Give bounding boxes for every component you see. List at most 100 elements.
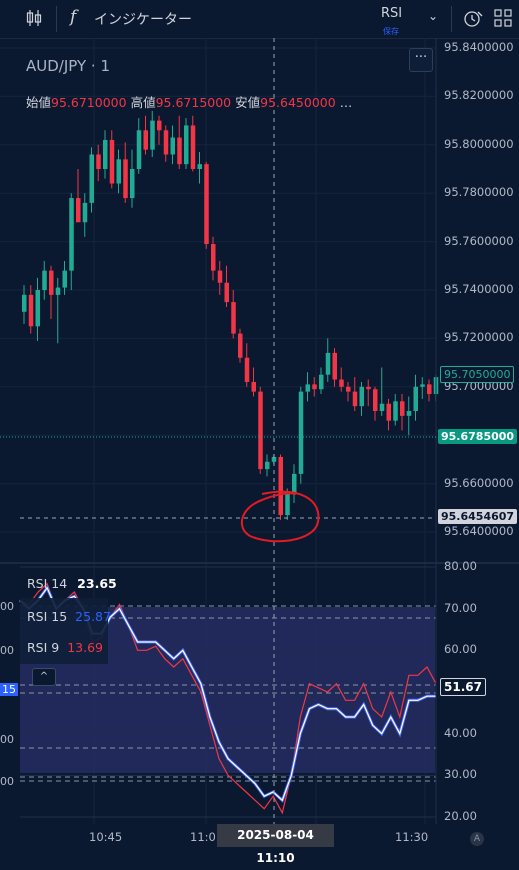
- candle: [96, 144, 101, 182]
- open-label: 始値: [26, 95, 52, 110]
- indicator-template-name[interactable]: RSI: [381, 6, 403, 21]
- candle: [406, 396, 412, 436]
- left-axis-fragment: 00: [0, 775, 14, 788]
- rsi-tick-label: 80.00: [444, 559, 477, 573]
- rsi-tick-label: 20.00: [444, 809, 477, 823]
- candle: [217, 260, 223, 295]
- candle: [346, 381, 351, 402]
- rsi9-legend[interactable]: RSI 9 13.69: [27, 640, 103, 655]
- candle: [28, 285, 34, 334]
- left-axis-fragment: 00: [0, 600, 14, 613]
- candle: [123, 142, 128, 203]
- time-label: 10:45: [89, 830, 123, 844]
- candle: [170, 125, 175, 165]
- price-badge-crosshair: 95.6454607: [438, 509, 518, 524]
- candle: [35, 277, 40, 341]
- candle: [224, 265, 229, 307]
- rsi-badge: 51.67: [440, 678, 486, 696]
- rsi15-legend[interactable]: RSI 15 25.87: [27, 609, 111, 624]
- time-label: 11:30: [395, 830, 429, 844]
- candle: [197, 152, 202, 184]
- price-tick-label: 95.7800000: [444, 185, 514, 200]
- candle: [204, 161, 209, 249]
- candle: [244, 343, 250, 387]
- candle: [251, 367, 256, 397]
- candle: [150, 110, 155, 157]
- price-tick-label: 95.7200000: [444, 330, 514, 345]
- auto-scale-button[interactable]: A: [470, 832, 484, 846]
- crosshair-time-label: 2025-08-04 11:10: [217, 824, 334, 865]
- candle: [359, 381, 364, 416]
- candle: [386, 398, 391, 431]
- more-options-button[interactable]: ···: [409, 48, 433, 72]
- candle: [190, 115, 196, 172]
- rsi-tick-label: 40.00: [444, 725, 477, 740]
- price-tick-label: 95.7600000: [444, 233, 514, 248]
- rsi9-label: RSI 9: [27, 640, 60, 655]
- rsi15-value: 25.87: [75, 609, 111, 624]
- candle: [238, 328, 243, 363]
- price-badge-last: 95.6785000: [438, 429, 518, 444]
- price-tick-label: 95.8400000: [444, 40, 514, 54]
- candle: [292, 464, 297, 503]
- candle: [366, 379, 371, 407]
- rsi-tick-label: 70.00: [444, 600, 477, 615]
- rsi14-label: RSI 14: [27, 576, 68, 591]
- price-tick-label: 95.8200000: [444, 88, 514, 103]
- candle: [339, 367, 344, 392]
- candle: [427, 379, 432, 402]
- open-value: 95.6710000: [51, 95, 127, 110]
- candle: [116, 149, 121, 194]
- candle: [312, 377, 317, 397]
- candle-series: [22, 110, 439, 520]
- candle: [379, 367, 385, 416]
- candle: [22, 285, 27, 324]
- candlestick-chart-icon[interactable]: [24, 8, 44, 28]
- candle: [231, 290, 236, 339]
- collapse-legend-button[interactable]: ^: [32, 668, 56, 686]
- left-axis-fragment: 00: [0, 644, 14, 657]
- top-toolbar: f インジケーター RSI 保存 ⌄: [0, 0, 519, 39]
- candle: [69, 193, 74, 290]
- ohlc-legend: 始値95.6710000 高値95.6715000 安値95.6450000 …: [26, 92, 352, 111]
- alert-clock-icon[interactable]: [462, 8, 484, 30]
- candle: [143, 115, 148, 155]
- high-value: 95.6715000: [155, 95, 232, 110]
- toolbar-divider: [56, 6, 57, 32]
- candle: [82, 193, 88, 237]
- rsi9-value: 13.69: [67, 640, 104, 655]
- rsi14-legend[interactable]: RSI 14 23.65: [27, 576, 117, 591]
- left-axis-fragment: 00: [0, 733, 14, 746]
- candle: [413, 374, 418, 421]
- legend-ellipsis: …: [339, 95, 353, 110]
- price-tick-label: 95.8000000: [444, 136, 514, 151]
- candle: [278, 454, 283, 520]
- candle: [130, 149, 135, 208]
- candle: [298, 386, 304, 484]
- rsi14-value: 23.65: [77, 576, 117, 591]
- toolbar-divider: [451, 6, 452, 32]
- candle: [373, 386, 378, 421]
- candle: [352, 377, 358, 411]
- layout-grid-icon[interactable]: [493, 8, 513, 28]
- price-tick-label: 95.6400000: [444, 524, 514, 538]
- candle: [42, 260, 47, 300]
- candle: [184, 118, 189, 169]
- candle: [177, 115, 182, 169]
- price-tick-label: 95.6600000: [444, 475, 514, 490]
- candle: [76, 169, 81, 223]
- high-label: 高値: [130, 95, 156, 110]
- candle: [305, 372, 310, 402]
- annotation-circle[interactable]: [240, 490, 320, 543]
- candle: [136, 118, 142, 174]
- chevron-down-icon[interactable]: ⌄: [428, 9, 439, 23]
- candle: [319, 367, 324, 395]
- candle: [393, 394, 398, 426]
- symbol-title[interactable]: AUD/JPY · 1: [26, 57, 110, 75]
- candle: [89, 147, 94, 213]
- price-tick-label: 95.7400000: [444, 282, 514, 296]
- candle: [332, 348, 337, 387]
- indicators-button[interactable]: インジケーター: [94, 12, 192, 28]
- save-status: 保存: [383, 27, 399, 36]
- indicator-fx-icon[interactable]: f: [70, 7, 77, 27]
